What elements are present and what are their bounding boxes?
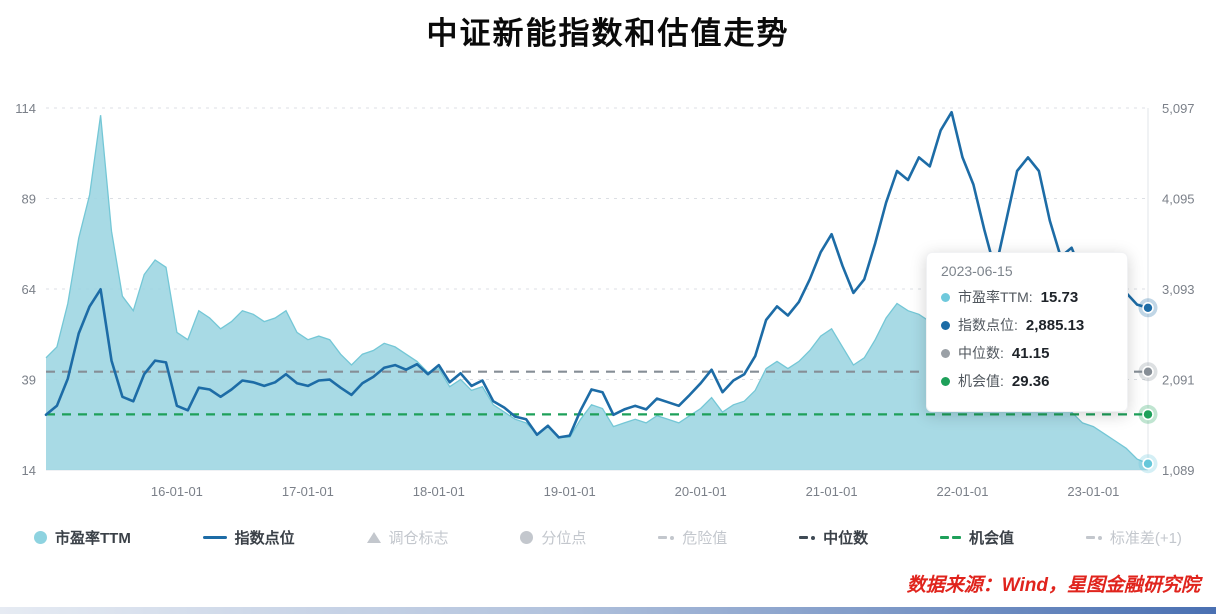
y-axis-right-label: 2,091 (1162, 373, 1195, 388)
opportunity-line-dot (1142, 408, 1154, 421)
tooltip-row-index-level: 指数点位: 2,885.13 (941, 315, 1113, 335)
y-axis-left-label: 39 (22, 373, 36, 388)
legend-item-median[interactable]: 中位数 (799, 527, 868, 548)
chart-tooltip: 2023-06-15 市盈率TTM: 15.73 指数点位: 2,885.13 中位数:… (926, 252, 1128, 412)
legend-item-danger-value[interactable]: 危险值 (658, 527, 727, 548)
legend-label: 分位点 (541, 530, 587, 547)
rebalance-flag-legend-marker-icon (366, 532, 381, 543)
y-axis-left-label: 89 (22, 192, 36, 207)
danger-value-legend-marker-icon (658, 535, 675, 540)
pe-ttm-endpoint-dot (1142, 457, 1154, 470)
tooltip-series-dot (941, 376, 950, 386)
x-axis-label: 16-01-01 (151, 484, 203, 499)
opportunity-value-legend-marker-icon (939, 536, 961, 539)
page-title: 中证新能指数和估值走势 (426, 16, 790, 51)
tooltip-label: 机会值: (958, 373, 1004, 389)
tooltip-value: 15.73 (1040, 288, 1079, 306)
tooltip-value: 2,885.13 (1025, 316, 1085, 334)
median-legend-marker-icon (799, 535, 816, 540)
x-axis-label: 22-01-01 (936, 484, 988, 499)
chart-legend: 市盈率TTM 指数点位 调仓标志 分位点 危险值 中位数 机会值 标准差(+1) (0, 527, 1216, 548)
legend-label: 中位数 (823, 530, 869, 547)
tooltip-date: 2023-06-15 (941, 263, 1013, 279)
median-line-dot (1142, 365, 1154, 378)
legend-label: 市盈率TTM (55, 530, 131, 547)
std-plus-1-legend-marker-icon (1085, 535, 1102, 540)
tooltip-series-dot (941, 320, 950, 330)
tooltip-series-dot (941, 292, 950, 302)
legend-item-rebalance-flag[interactable]: 调仓标志 (366, 527, 449, 548)
x-axis-label: 21-01-01 (806, 484, 858, 499)
percentile-point-legend-marker-icon (520, 531, 534, 544)
y-axis-right-label: 5,097 (1162, 101, 1195, 116)
x-axis-label: 18-01-01 (413, 484, 465, 499)
x-axis-label: 19-01-01 (544, 484, 596, 499)
x-axis-label: 20-01-01 (675, 484, 727, 499)
data-source: 数据来源：Wind，星图金融研究院 (906, 575, 1200, 596)
pe-ttm-legend-marker-icon (34, 531, 47, 544)
y-axis-left-label: 114 (15, 101, 36, 116)
legend-label: 调仓标志 (388, 530, 449, 547)
tooltip-label: 中位数: (958, 345, 1004, 361)
tooltip-row-opportunity: 机会值: 29.36 (941, 371, 1113, 391)
tooltip-row-pe-ttm: 市盈率TTM: 15.73 (941, 287, 1113, 307)
legend-item-opportunity-value[interactable]: 机会值 (939, 527, 1014, 548)
tooltip-row-median: 中位数: 41.15 (941, 343, 1113, 363)
y-axis-right-label: 3,093 (1162, 282, 1195, 297)
tooltip-rows: 市盈率TTM: 15.73 指数点位: 2,885.13 中位数: 41.15 机会值: 29… (941, 287, 1113, 391)
legend-item-index-level[interactable]: 指数点位 (202, 527, 295, 548)
tooltip-series-dot (941, 348, 950, 358)
y-axis-left-label: 64 (22, 282, 36, 297)
index-endpoint-dot (1142, 301, 1154, 314)
legend-label: 指数点位 (234, 530, 295, 547)
bottom-gradient-bar (0, 607, 1216, 614)
tooltip-value: 29.36 (1011, 372, 1050, 390)
index-level-legend-marker-icon (202, 536, 227, 539)
legend-item-pe-ttm[interactable]: 市盈率TTM (34, 527, 131, 548)
legend-item-percentile-point[interactable]: 分位点 (520, 527, 586, 548)
tooltip-value: 41.15 (1011, 344, 1050, 362)
y-axis-right-label: 4,095 (1162, 192, 1195, 207)
index-line (44, 110, 1150, 439)
tooltip-label: 指数点位: (958, 317, 1018, 333)
y-axis-right-label: 1,089 (1162, 463, 1195, 478)
tooltip-label: 市盈率TTM: (958, 289, 1033, 305)
legend-label: 机会值 (968, 530, 1014, 547)
x-axis-label: 23-01-01 (1067, 484, 1119, 499)
y-axis-left-label: 14 (22, 463, 36, 478)
legend-label: 危险值 (682, 530, 728, 547)
x-axis-label: 17-01-01 (282, 484, 334, 499)
legend-label: 标准差(+1) (1109, 530, 1182, 547)
legend-item-std-plus-1[interactable]: 标准差(+1) (1085, 527, 1182, 548)
